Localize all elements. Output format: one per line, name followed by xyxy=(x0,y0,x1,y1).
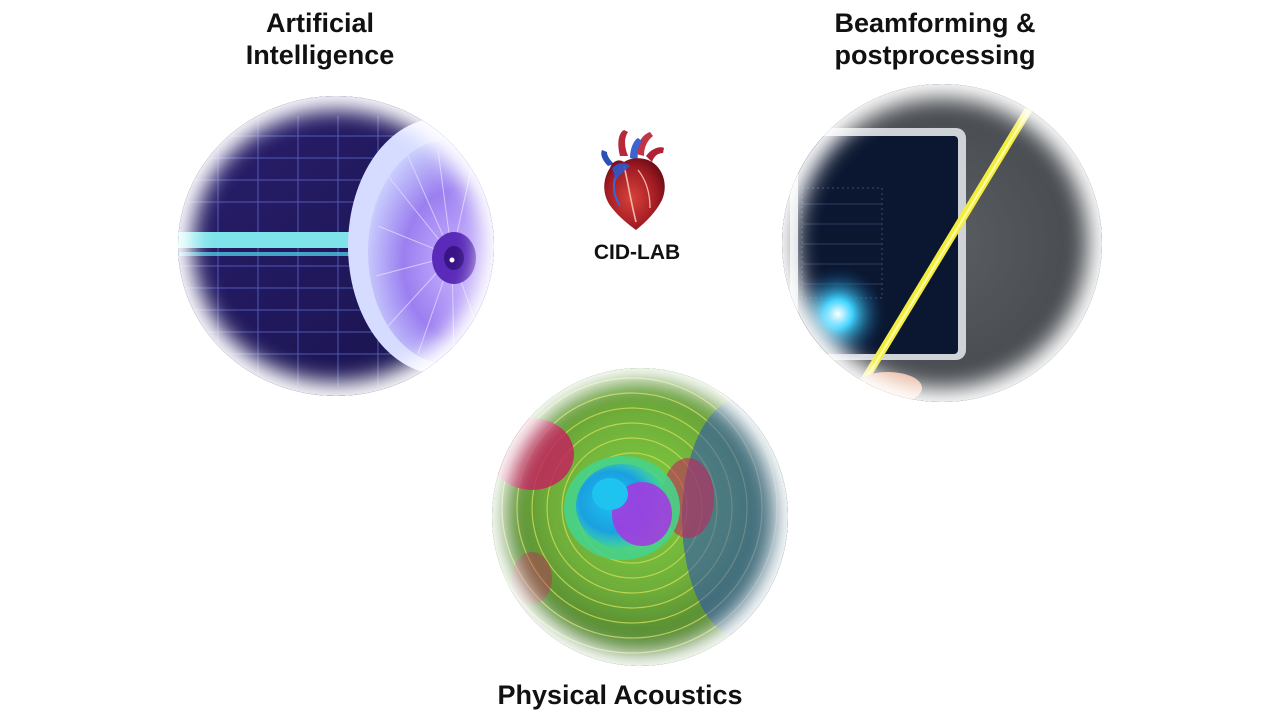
acoustics-label: Physical Acoustics xyxy=(470,680,770,712)
heart-icon xyxy=(601,130,665,230)
beamforming-label: Beamforming & postprocessing xyxy=(815,8,1055,72)
ai-image xyxy=(178,96,494,396)
beamforming-label-line1: Beamforming & xyxy=(834,8,1036,38)
beamforming-label-line2: postprocessing xyxy=(834,39,1036,70)
ai-label-line1: Artificial xyxy=(265,8,375,38)
acoustics-image xyxy=(492,368,788,666)
acoustics-label-text: Physical Acoustics xyxy=(497,680,743,710)
ai-label-line2: Intelligence xyxy=(245,39,395,70)
ai-label: Artificial Intelligence xyxy=(220,8,420,72)
beamforming-image xyxy=(782,84,1102,402)
lab-name: CID-LAB xyxy=(593,241,681,264)
cid-lab-logo xyxy=(590,126,676,236)
